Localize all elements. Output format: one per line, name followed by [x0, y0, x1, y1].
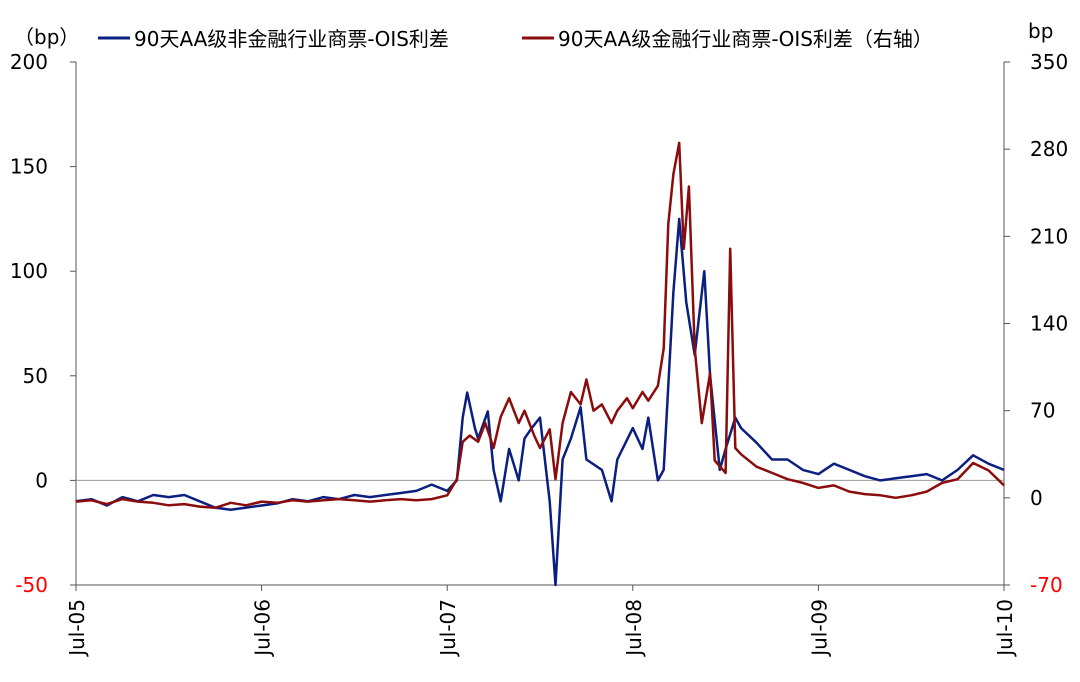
series-non-financial-line: [75, 217, 1005, 587]
left-tick-label: 0: [35, 468, 48, 492]
legend-label-non-financial: 90天AA级非金融行业商票-OIS利差: [134, 27, 449, 51]
right-tick-label: 350: [1030, 50, 1068, 74]
x-tick-label: Jul-07: [436, 599, 460, 658]
left-tick-label: 150: [10, 155, 48, 179]
left-tick-label: 50: [23, 364, 48, 388]
right-tick-label: 0: [1030, 486, 1043, 510]
x-tick-label: Jul-06: [251, 599, 275, 658]
x-tick-label: Jul-08: [622, 599, 646, 658]
x-tick-label: Jul-09: [807, 599, 831, 658]
left-axis-unit: （bp）: [14, 25, 79, 49]
series-financial-line: [75, 141, 1005, 510]
right-tick-label: -70: [1030, 573, 1063, 597]
x-tick-label: Jul-05: [65, 599, 89, 658]
left-tick-label: 100: [10, 259, 48, 283]
right-tick-label: 280: [1030, 137, 1068, 161]
legend: 90天AA级非金融行业商票-OIS利差 90天AA级金融行业商票-OIS利差（右…: [98, 27, 933, 51]
right-tick-label: 140: [1030, 312, 1068, 336]
right-tick-label: 210: [1030, 224, 1068, 248]
x-tick-label: Jul-10: [993, 599, 1017, 658]
left-tick-label: 200: [10, 50, 48, 74]
right-axis-unit: bp: [1028, 19, 1053, 43]
legend-label-financial: 90天AA级金融行业商票-OIS利差（右轴）: [558, 27, 933, 51]
right-tick-label: 70: [1030, 399, 1055, 423]
left-tick-label: -50: [15, 573, 48, 597]
